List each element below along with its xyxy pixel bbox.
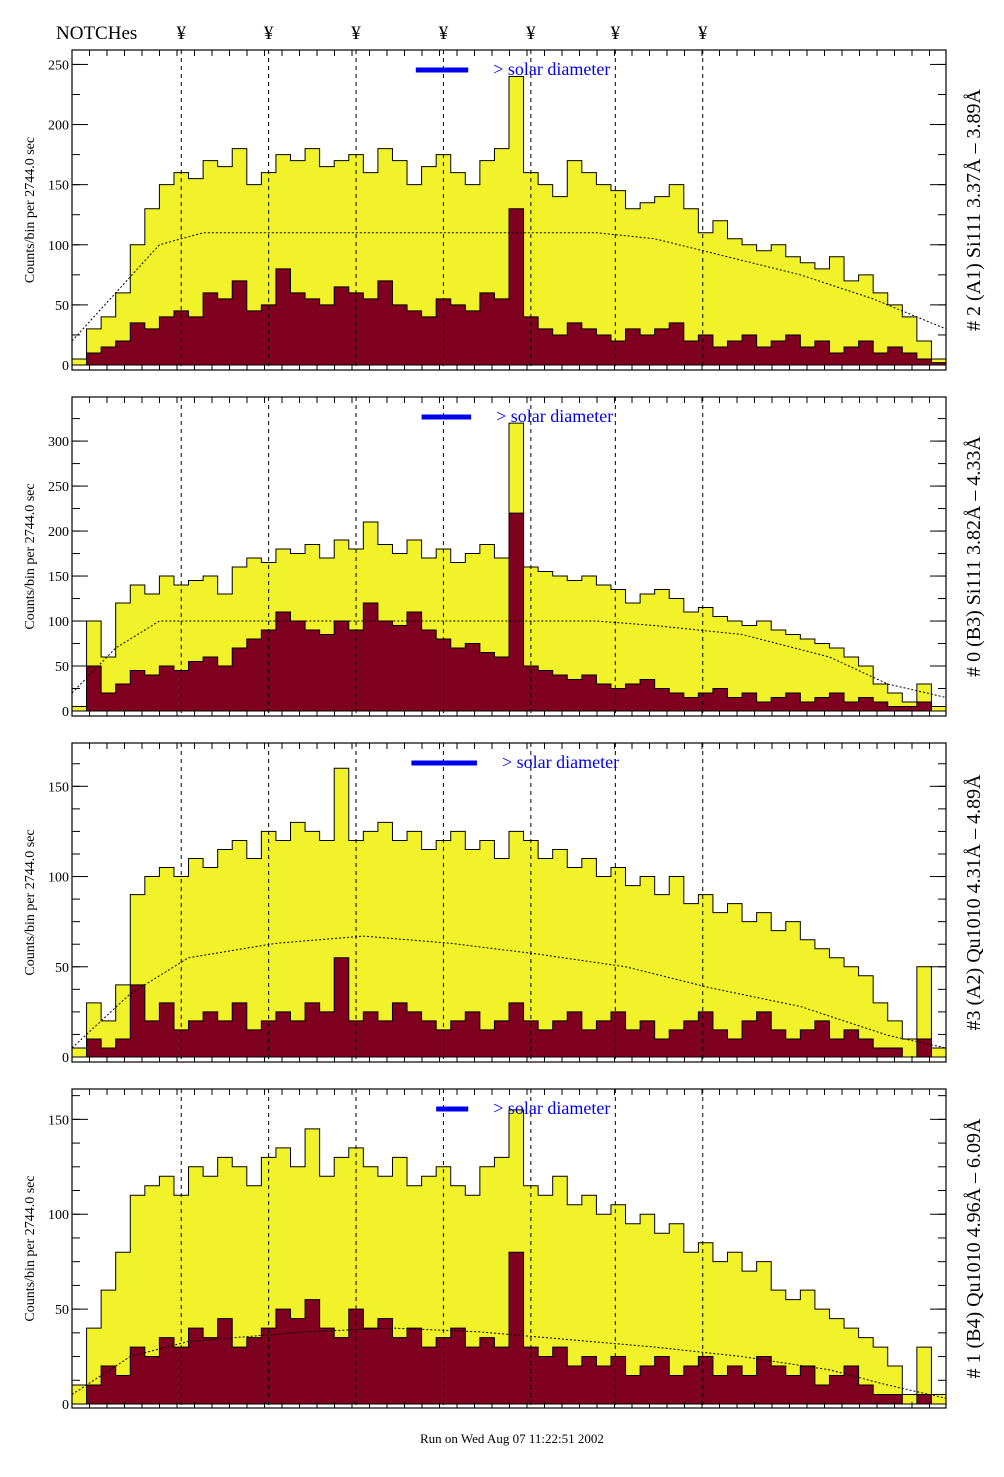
- notch-symbol: ¥: [611, 23, 621, 44]
- y-tick-label: 250: [48, 480, 69, 495]
- model-curve: [71, 620, 947, 698]
- panel-1: 0 50 100 150 200 250 300 Counts/bin per 2744.0 …: [23, 396, 985, 720]
- y-tick-label: 50: [55, 961, 69, 976]
- y-axis-label: Counts/bin per 2744.0 sec: [23, 829, 38, 975]
- y-tick-label: 150: [48, 179, 69, 194]
- y-tick-label: 100: [48, 1208, 69, 1223]
- y-tick-label: 100: [48, 239, 69, 254]
- y-tick-label: 150: [48, 780, 69, 795]
- notch-symbol: ¥: [526, 23, 536, 44]
- model-curve: [71, 232, 947, 342]
- y-tick-label: 150: [48, 570, 69, 585]
- run-date-footer: Run on Wed Aug 07 11:22:51 2002: [420, 1431, 604, 1446]
- y-tick-label: 0: [62, 359, 69, 374]
- notch-symbol: ¥: [439, 23, 449, 44]
- y-tick-label: 0: [62, 705, 69, 720]
- background-histogram: [72, 1251, 946, 1405]
- panel-title: #3 (A2) Qu1010 4.31Å – 4.89Å: [963, 774, 985, 1031]
- panel-0: 0 50 100 150 200 250 Counts/bin per 2744.0 sec…: [23, 49, 985, 374]
- notch-symbol: ¥: [264, 23, 274, 44]
- y-tick-label: 200: [48, 119, 69, 134]
- y-tick-label: 300: [48, 435, 69, 450]
- y-tick-label: 250: [48, 58, 69, 73]
- panel-3: 0 50 100 150 Counts/bin per 2744.0 sec # 1 (B…: [23, 1088, 985, 1413]
- y-tick-label: 50: [55, 1303, 69, 1318]
- model-curve: [71, 1327, 947, 1399]
- y-tick-label: 100: [48, 871, 69, 886]
- notch-symbol: ¥: [698, 23, 708, 44]
- y-axis-label: Counts/bin per 2744.0 sec: [23, 1175, 38, 1321]
- model-curve: [71, 935, 947, 1049]
- panel-title: # 2 (A1) Si111 3.37Å – 3.89Å: [963, 89, 985, 331]
- y-tick-label: 50: [55, 299, 69, 314]
- y-tick-label: 100: [48, 615, 69, 630]
- notch-symbol: ¥: [351, 23, 361, 44]
- background-histogram: [72, 208, 947, 366]
- y-tick-label: 0: [62, 1398, 69, 1413]
- background-histogram: [72, 957, 946, 1058]
- y-tick-label: 150: [48, 1113, 69, 1128]
- y-tick-label: 0: [62, 1051, 69, 1066]
- y-tick-label: 50: [55, 660, 69, 675]
- total-counts-histogram: [71, 767, 947, 1058]
- panel-title: # 0 (B3) Si111 3.82Å – 4.33Å: [963, 436, 985, 677]
- solar-diameter-legend: > solar diameter: [493, 1098, 610, 1118]
- solar-diameter-legend: > solar diameter: [502, 752, 619, 772]
- solar-diameter-legend: > solar diameter: [496, 406, 613, 426]
- panel-2: 0 50 100 150 Counts/bin per 2744.0 sec #3 (A2…: [23, 742, 985, 1066]
- background-histogram: [72, 512, 946, 712]
- notch-symbol: ¥: [177, 23, 187, 44]
- solar-diameter-legend: > solar diameter: [493, 59, 610, 79]
- y-axis-label: Counts/bin per 2744.0 sec: [23, 137, 38, 283]
- notches-label: NOTCHes: [56, 23, 137, 44]
- y-axis-label: Counts/bin per 2744.0 sec: [23, 483, 38, 629]
- panel-title: # 1 (B4) Qu1010 4.96Å – 6.09Å: [963, 1118, 985, 1379]
- y-tick-label: 200: [48, 525, 69, 540]
